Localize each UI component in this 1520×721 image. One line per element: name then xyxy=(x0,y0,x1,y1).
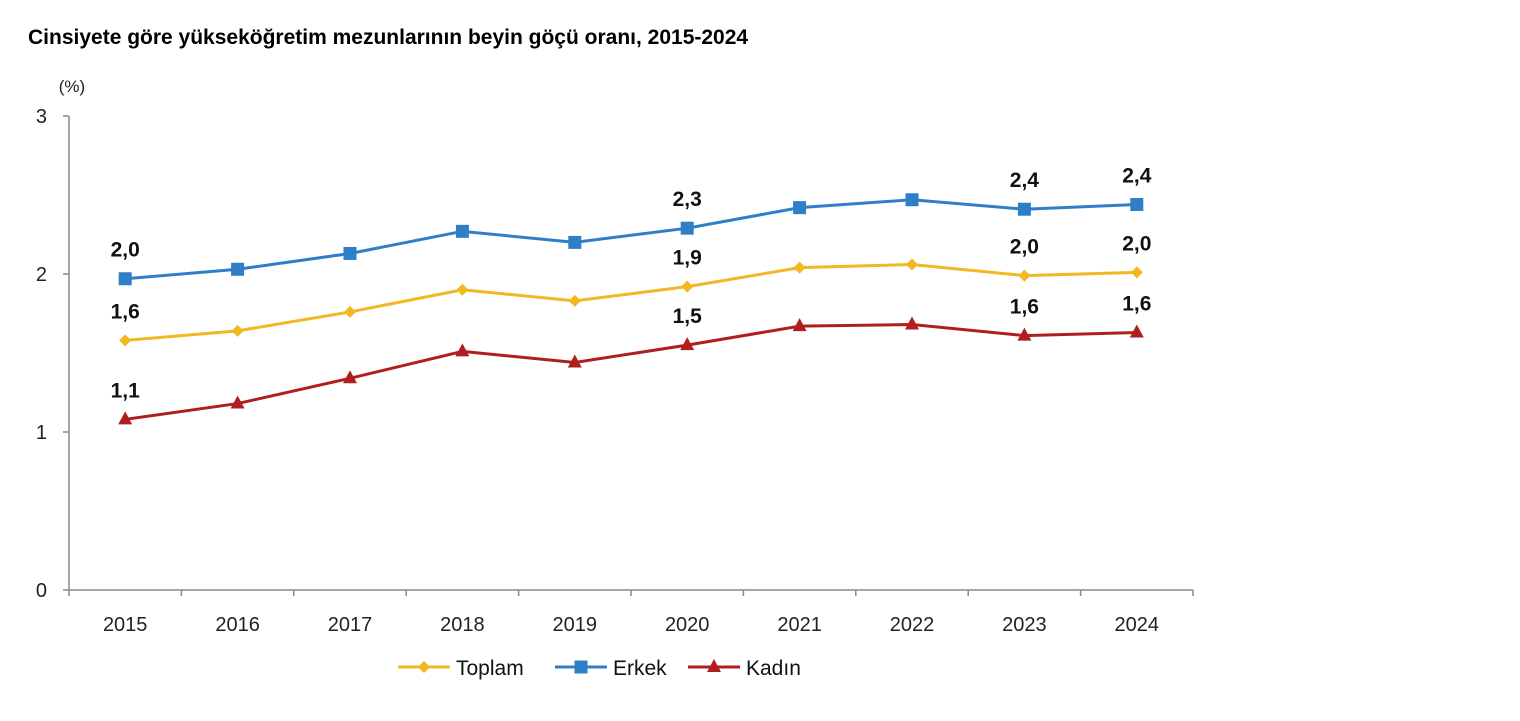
data-label-kadin: 1,6 xyxy=(1010,296,1039,319)
data-point-kadin xyxy=(455,343,470,357)
data-point-toplam xyxy=(119,334,132,347)
data-label-toplam: 1,9 xyxy=(673,247,702,270)
y-tick-label: 3 xyxy=(36,106,47,128)
x-tick-label: 2023 xyxy=(1002,614,1047,636)
data-label-erkek: 2,4 xyxy=(1122,164,1152,187)
y-tick-label: 0 xyxy=(36,580,47,602)
y-axis-unit: (%) xyxy=(59,77,85,96)
data-point-erkek xyxy=(1130,197,1144,211)
data-point-erkek xyxy=(793,201,807,215)
data-point-toplam xyxy=(456,283,469,296)
data-point-kadin xyxy=(343,370,357,384)
data-label-toplam: 2,0 xyxy=(1010,236,1039,259)
data-label-erkek: 2,0 xyxy=(111,239,140,262)
data-point-erkek xyxy=(118,272,132,286)
data-point-erkek xyxy=(455,224,469,238)
data-label-erkek: 2,3 xyxy=(673,188,702,211)
legend-label-kadin: Kadın xyxy=(746,657,801,680)
data-point-kadin xyxy=(118,411,133,425)
x-tick-label: 2024 xyxy=(1115,614,1160,636)
data-label-erkek: 2,4 xyxy=(1010,169,1040,192)
data-point-erkek xyxy=(1017,202,1031,216)
x-tick-label: 2020 xyxy=(665,614,710,636)
y-tick-label: 1 xyxy=(36,422,47,444)
data-label-toplam: 1,6 xyxy=(111,300,140,323)
series-line-erkek xyxy=(125,198,1137,281)
data-label-kadin: 1,1 xyxy=(111,379,141,402)
chart-title: Cinsiyete göre yükseköğretim mezunlarını… xyxy=(28,26,749,49)
legend-marker-toplam xyxy=(418,661,430,673)
data-point-erkek xyxy=(568,235,582,249)
data-point-kadin xyxy=(905,316,919,330)
data-point-kadin xyxy=(792,318,807,332)
y-tick-label: 2 xyxy=(36,264,47,286)
data-point-erkek xyxy=(231,262,245,276)
legend-label-erkek: Erkek xyxy=(613,657,667,680)
x-tick-label: 2022 xyxy=(890,614,935,636)
x-tick-label: 2021 xyxy=(777,614,822,636)
data-point-toplam xyxy=(681,280,694,293)
data-point-erkek xyxy=(343,246,357,260)
series-line-kadin xyxy=(124,323,1137,421)
data-point-kadin xyxy=(1129,324,1144,338)
data-point-toplam xyxy=(344,305,356,318)
data-point-toplam xyxy=(1018,269,1031,282)
data-point-kadin xyxy=(230,395,245,409)
data-point-kadin xyxy=(680,337,695,351)
data-point-toplam xyxy=(1130,266,1143,279)
data-point-toplam xyxy=(906,258,918,271)
data-point-toplam xyxy=(568,294,581,307)
data-label-toplam: 2,0 xyxy=(1122,232,1151,255)
data-point-toplam xyxy=(793,261,806,274)
data-point-kadin xyxy=(567,354,582,368)
x-tick-label: 2015 xyxy=(103,614,148,636)
legend-marker-erkek xyxy=(574,660,588,674)
data-point-toplam xyxy=(231,324,244,337)
data-point-erkek xyxy=(905,193,919,207)
data-label-kadin: 1,5 xyxy=(673,305,703,328)
x-tick-label: 2018 xyxy=(440,614,485,636)
legend-marker-kadin xyxy=(707,659,721,672)
data-label-kadin: 1,6 xyxy=(1122,292,1151,315)
x-tick-label: 2016 xyxy=(215,614,260,636)
x-tick-label: 2017 xyxy=(328,614,373,636)
legend-label-toplam: Toplam xyxy=(456,657,524,680)
series-line-toplam xyxy=(125,263,1137,342)
x-tick-label: 2019 xyxy=(553,614,598,636)
data-point-kadin xyxy=(1017,327,1032,341)
data-point-erkek xyxy=(680,221,694,235)
